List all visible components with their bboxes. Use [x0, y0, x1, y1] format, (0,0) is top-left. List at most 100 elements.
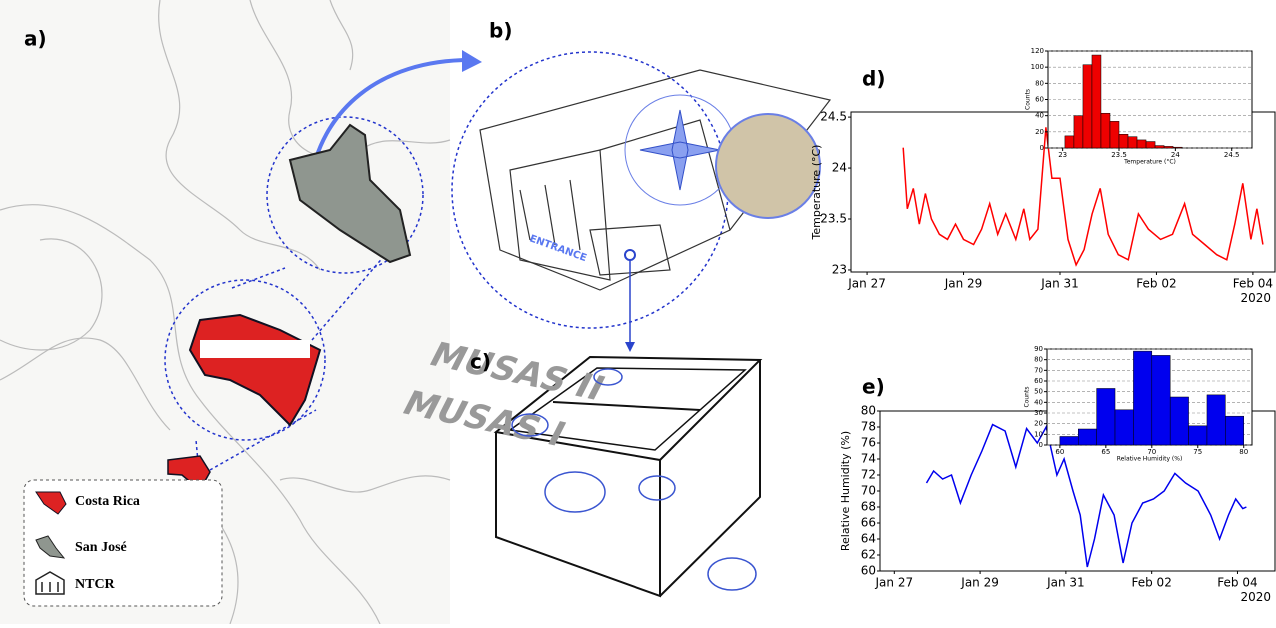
y-tick-label: 40 — [1034, 398, 1043, 406]
x-offset-label: 2020 — [1240, 590, 1271, 604]
x-tick-label: 65 — [1101, 448, 1110, 456]
histogram-bar — [1073, 115, 1084, 149]
histogram-bar — [1188, 425, 1208, 446]
y-tick-label: 60 — [1035, 96, 1044, 104]
y-tick-label: 72 — [861, 468, 876, 482]
y-tick-label: 50 — [1034, 388, 1043, 396]
x-tick-label: 23 — [1058, 151, 1067, 159]
histogram-bar — [1151, 355, 1171, 446]
legend-text: San José — [75, 540, 127, 555]
y-axis-label: Counts — [1025, 89, 1032, 110]
y-tick-label: 80 — [1034, 356, 1043, 364]
x-tick-label: Feb 04 — [1233, 277, 1273, 291]
arrow-head — [462, 50, 482, 72]
y-tick-label: 40 — [1035, 112, 1044, 120]
y-tick-label: 0 — [1039, 441, 1043, 449]
y-tick-label: 23 — [832, 262, 847, 276]
y-tick-label: 90 — [1034, 345, 1043, 353]
y-tick-label: 66 — [861, 516, 876, 530]
y-tick-label: 24 — [832, 161, 847, 175]
data-line — [925, 423, 1247, 568]
legend-icon — [35, 571, 65, 595]
x-tick-label: Feb 02 — [1132, 576, 1172, 590]
histogram-bar — [1145, 141, 1156, 149]
y-tick-label: 76 — [861, 436, 876, 450]
y-tick-label: 20 — [1034, 420, 1043, 428]
y-tick-label: 23.5 — [820, 212, 847, 226]
y-tick-label: 100 — [1031, 63, 1044, 71]
x-axis-label: Relative Humidity (%) — [1117, 456, 1183, 463]
panel-label: c) — [470, 350, 491, 374]
x-tick-label: Feb 04 — [1217, 576, 1257, 590]
y-tick-label: 24.5 — [820, 110, 847, 124]
sensor — [624, 249, 636, 261]
panel-label: b) — [489, 19, 512, 43]
sensor-icons — [511, 368, 757, 591]
histogram-bar — [1096, 388, 1116, 446]
panel-label: d) — [862, 67, 885, 91]
x-tick-label: 60 — [1055, 448, 1064, 456]
x-offset-label: 2020 — [1240, 291, 1271, 305]
histogram-bar — [1136, 139, 1147, 149]
legend-box — [23, 479, 223, 607]
x-tick-label: 23.5 — [1111, 151, 1127, 159]
y-tick-label: 62 — [861, 548, 876, 562]
histogram-bar — [1163, 146, 1174, 149]
histogram-bar — [1100, 112, 1111, 149]
y-tick-label: 60 — [861, 564, 876, 578]
san-jose-shape — [288, 123, 412, 264]
x-tick-label: 75 — [1193, 448, 1202, 456]
x-tick-label: Jan 27 — [847, 277, 886, 291]
histogram-bar — [1118, 134, 1129, 149]
y-tick-label: 0 — [1040, 144, 1044, 152]
room-box — [493, 355, 763, 598]
entrance-sign: ENTRANCE — [528, 233, 588, 264]
histogram-bar — [1206, 394, 1226, 446]
y-tick-label: 78 — [861, 420, 876, 434]
x-tick-label: Jan 29 — [944, 277, 983, 291]
histogram-bar — [1059, 436, 1079, 446]
x-tick-label: 24 — [1171, 151, 1180, 159]
y-tick-label: 70 — [861, 484, 876, 498]
y-axis-label: Relative Humidity (%) — [839, 431, 852, 551]
y-tick-label: 10 — [1034, 430, 1043, 438]
histogram-bar — [1127, 136, 1138, 149]
y-tick-label: 30 — [1034, 409, 1043, 417]
y-tick-label: 60 — [1034, 377, 1043, 385]
x-tick-label: 24.5 — [1224, 151, 1240, 159]
x-tick-label: Jan 31 — [1046, 576, 1085, 590]
x-tick-label: 70 — [1147, 448, 1156, 456]
y-tick-label: 20 — [1035, 128, 1044, 136]
legend-icon — [35, 491, 67, 515]
legend-icon — [35, 535, 66, 559]
legend-text: Costa Rica — [75, 494, 140, 509]
y-tick-label: 80 — [1035, 79, 1044, 87]
histogram-bar — [1082, 64, 1093, 149]
compass-rose — [639, 109, 721, 191]
x-tick-label: Jan 29 — [960, 576, 999, 590]
panel-label: e) — [862, 375, 885, 399]
arrow-head — [625, 342, 635, 352]
x-tick-label: 80 — [1239, 448, 1248, 456]
histogram-bar — [1154, 145, 1165, 149]
y-tick-label: 70 — [1034, 366, 1043, 374]
histogram-bar — [1133, 350, 1153, 446]
histogram-bar — [1078, 428, 1097, 446]
histogram-bar — [1091, 54, 1102, 149]
histogram-bar — [1172, 146, 1183, 149]
y-tick-label: 64 — [861, 532, 876, 546]
y-tick-label: 68 — [861, 500, 876, 514]
data-line — [902, 127, 1264, 267]
map-callouts — [164, 51, 729, 471]
x-tick-label: Feb 02 — [1136, 277, 1176, 291]
histogram-bar — [1169, 396, 1189, 446]
panel-label: a) — [24, 27, 47, 51]
x-tick-label: Jan 27 — [875, 576, 914, 590]
painting — [715, 113, 821, 219]
y-axis-label: Temperature (°C) — [810, 145, 823, 241]
x-axis-label: Temperature (°C) — [1123, 159, 1176, 166]
histogram-bar — [1109, 121, 1120, 149]
building-sketch — [479, 69, 832, 291]
x-tick-label: Jan 31 — [1040, 277, 1079, 291]
